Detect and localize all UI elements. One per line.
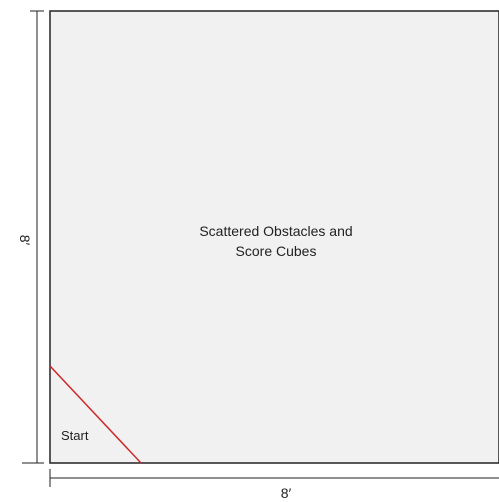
width-dimension (49, 469, 499, 487)
center-text-line1: Scattered Obstacles and (199, 223, 352, 239)
start-label: Start (61, 428, 89, 443)
center-text-line2: Score Cubes (236, 243, 317, 259)
width-label: 8′ (281, 485, 292, 501)
height-dimension (22, 10, 44, 464)
start-zone-line (49, 365, 142, 464)
field-area (49, 10, 499, 464)
height-label: 8′ (17, 235, 33, 246)
